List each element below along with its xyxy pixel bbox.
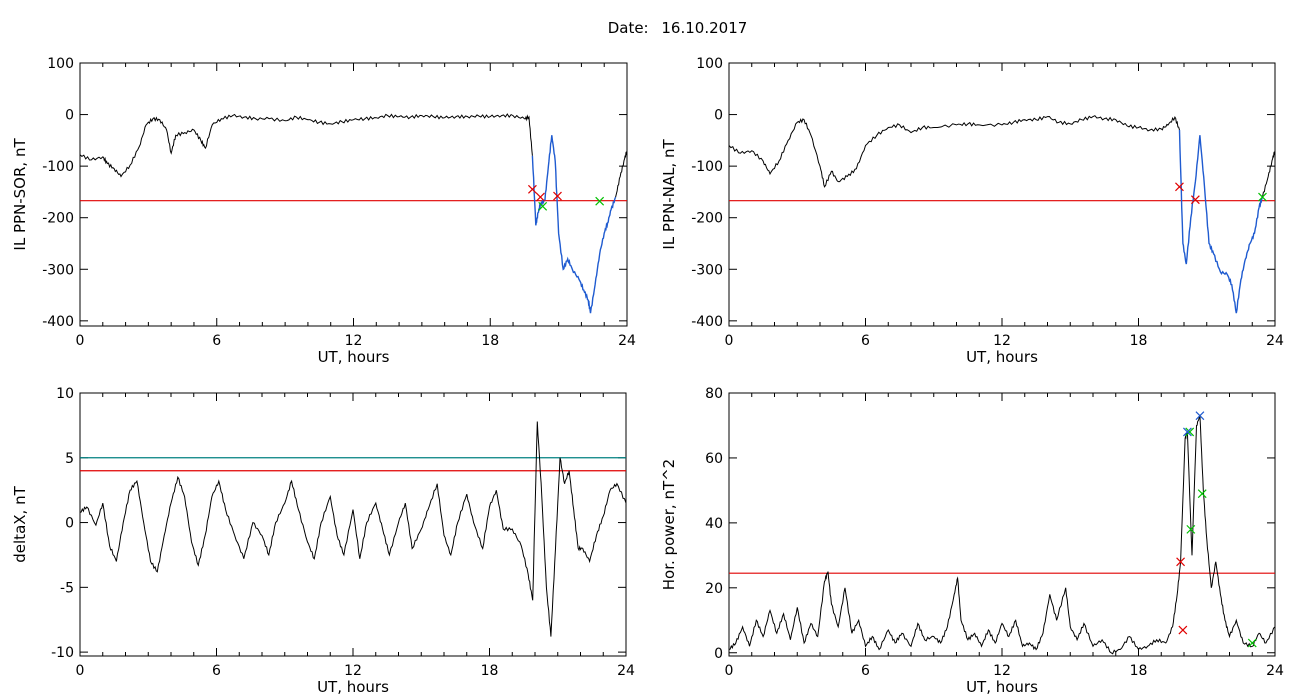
y-axis-label: IL PPN-NAL, nT <box>660 139 678 250</box>
y-tick-label: -5 <box>60 580 74 596</box>
y-tick-label: 0 <box>714 108 723 124</box>
x-tick-label: 24 <box>617 663 635 679</box>
marker-x <box>1258 192 1267 202</box>
x-tick-label: 24 <box>618 333 636 349</box>
x-tick-label: 18 <box>1130 333 1148 349</box>
series-line <box>1262 150 1275 198</box>
marker-x <box>1195 411 1205 421</box>
y-tick-label: 80 <box>705 386 723 402</box>
chart-hor-power: 0 6 12 18 24 0 20 40 60 80 UT, hours Hor. power, nT… <box>660 386 1284 696</box>
y-tick-label: 0 <box>65 516 74 532</box>
y-tick-label: -200 <box>691 211 723 227</box>
y-tick-label: 60 <box>705 451 723 467</box>
y-tick-label: -300 <box>42 262 74 278</box>
series-line <box>615 150 627 198</box>
date-title: Date: 16.10.2017 <box>0 19 1300 37</box>
marker-x <box>1190 195 1200 205</box>
plot-frame <box>79 392 627 657</box>
x-tick-label: 18 <box>1130 663 1148 679</box>
marker-x <box>553 191 562 201</box>
y-tick-label: -100 <box>691 159 723 175</box>
marker-x <box>595 196 605 206</box>
marker-x <box>1185 427 1195 437</box>
date-label: Date: <box>607 19 649 37</box>
x-tick-label: 0 <box>76 333 85 349</box>
series-line-highlight <box>1178 129 1264 314</box>
x-tick-label: 12 <box>993 333 1011 349</box>
x-tick-label: 6 <box>212 663 221 679</box>
y-tick-label: 40 <box>705 516 723 532</box>
x-tick-label: 12 <box>993 663 1011 679</box>
y-tick-label: -300 <box>691 262 723 278</box>
x-tick-label: 18 <box>481 663 499 679</box>
y-tick-label: -400 <box>42 314 74 330</box>
y-axis-label: deltaX, nT <box>11 485 29 562</box>
plot-area <box>80 421 626 637</box>
chart-deltax: 0 6 12 18 24 -10 -5 0 5 10 UT, hours deltaX, nT <box>11 386 635 696</box>
plot-area <box>729 411 1275 655</box>
series-line <box>729 414 1275 655</box>
y-tick-label: 5 <box>65 451 74 467</box>
x-tick-label: 0 <box>725 333 734 349</box>
y-tick-label: 0 <box>714 646 723 662</box>
series-line <box>80 421 626 637</box>
x-tick-label: 24 <box>1266 663 1284 679</box>
x-tick-label: 6 <box>861 333 870 349</box>
series-line-highlight <box>531 135 617 314</box>
y-axis-label: Hor. power, nT^2 <box>660 459 678 590</box>
marker-x <box>1186 524 1196 534</box>
series-line <box>729 115 1180 188</box>
date-value: 16.10.2017 <box>661 19 748 37</box>
marker-x <box>1197 489 1207 499</box>
y-tick-label: 100 <box>47 56 74 72</box>
marker-x <box>1175 182 1184 192</box>
x-axis-label: UT, hours <box>966 678 1038 696</box>
marker-x <box>1178 625 1188 635</box>
y-axis-label: IL PPN-SOR, nT <box>11 138 29 251</box>
x-tick-label: 12 <box>345 333 363 349</box>
x-tick-label: 0 <box>725 663 734 679</box>
x-tick-label: 18 <box>481 333 499 349</box>
x-axis-label: UT, hours <box>318 348 390 366</box>
y-tick-label: 20 <box>705 581 723 597</box>
y-tick-label: -10 <box>51 645 74 661</box>
chart-ppn-nal: 0 6 12 18 24 -400 -300 -200 -100 0 100 UT, hours IL … <box>660 56 1284 366</box>
marker-x <box>538 201 548 211</box>
y-tick-label: 0 <box>65 108 74 124</box>
x-tick-label: 6 <box>861 663 870 679</box>
marker-x <box>1176 557 1186 567</box>
y-tick-label: -400 <box>691 314 723 330</box>
series-line <box>80 113 533 178</box>
x-tick-label: 6 <box>212 333 221 349</box>
marker-x <box>1182 427 1192 437</box>
chart-ppn-sor: 0 6 12 18 24 -400 -300 -200 -100 0 100 UT, hours IL … <box>11 56 636 366</box>
plot-area <box>729 115 1275 314</box>
y-tick-label: -100 <box>42 159 74 175</box>
y-tick-label: 10 <box>56 386 74 402</box>
marker-x <box>1247 638 1257 648</box>
x-tick-label: 24 <box>1266 333 1284 349</box>
x-axis-label: UT, hours <box>317 678 389 696</box>
plot-area <box>80 113 627 314</box>
marker-x <box>535 192 545 202</box>
x-tick-label: 12 <box>344 663 362 679</box>
x-axis-label: UT, hours <box>966 348 1038 366</box>
marker-x <box>527 184 537 194</box>
x-tick-label: 0 <box>76 663 85 679</box>
y-tick-label: -200 <box>42 211 74 227</box>
y-tick-label: 100 <box>696 56 723 72</box>
